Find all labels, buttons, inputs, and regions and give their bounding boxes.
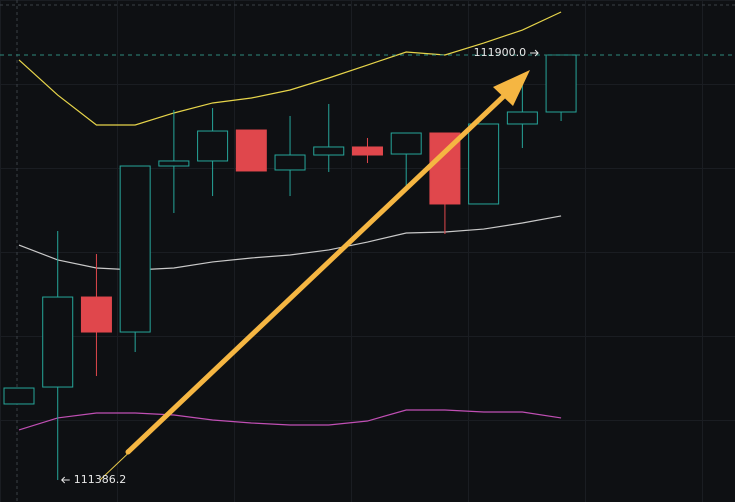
candle-body [42,296,74,388]
indicator-lines [18,11,562,431]
arrow-head [493,70,530,106]
high-label-arrow [530,49,539,57]
candle-body [197,130,229,162]
high-price-label: 111900.0 [474,46,527,59]
indicator-line [18,215,562,271]
candle-body [119,165,151,333]
low-label-arrow [61,476,70,484]
arrow-shaft [125,92,508,455]
candle-body [351,146,383,156]
price-labels: 111900.0 111386.2 [0,46,735,486]
candle-body [313,146,345,156]
low-price-label: 111386.2 [74,473,127,486]
candle-body [468,123,500,205]
candle-body [545,54,577,113]
candle-body [390,132,422,155]
indicator-line [18,409,562,431]
trend-arrow [99,70,530,481]
candle-body [506,111,538,125]
candles [3,54,577,480]
candle-body [158,160,190,167]
candle-body [235,129,267,172]
indicator-line [18,11,562,126]
candle-body [274,154,306,171]
candle-body [3,387,35,405]
candle-body [80,296,112,333]
